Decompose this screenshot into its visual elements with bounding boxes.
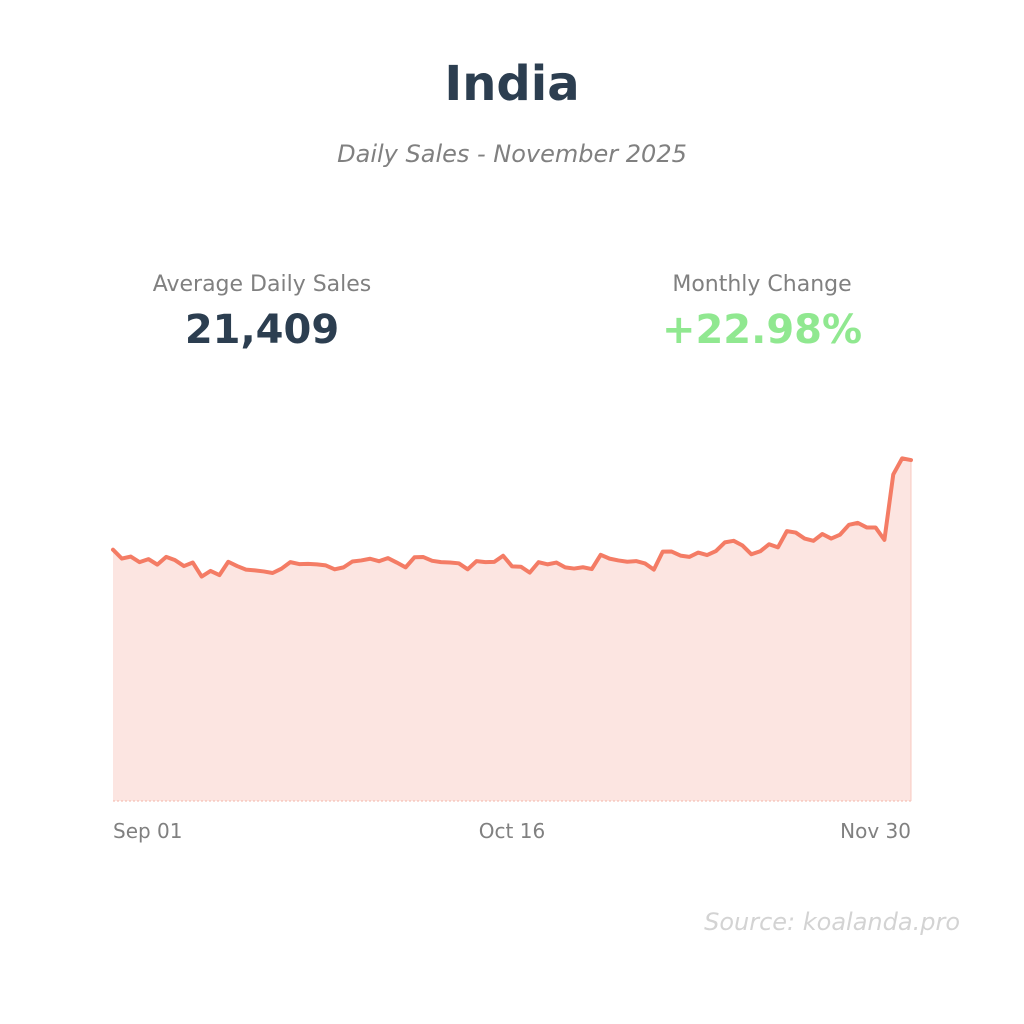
chart-title: India [444, 56, 580, 112]
average-daily-sales-stat: Average Daily Sales 21,409 [62, 272, 462, 353]
average-daily-sales-value: 21,409 [184, 307, 340, 353]
x-tick-label: Oct 16 [479, 819, 545, 843]
chart-plot-area [111, 456, 913, 802]
monthly-change-label: Monthly Change [672, 272, 852, 297]
monthly-change-value: +22.98% [661, 307, 863, 353]
average-daily-sales-label: Average Daily Sales [152, 272, 372, 297]
monthly-change-stat: Monthly Change +22.98% [562, 272, 962, 353]
source-credit: Source: koalanda.pro [704, 908, 960, 936]
x-tick-label: Nov 30 [840, 819, 911, 843]
x-tick-label: Sep 01 [113, 819, 183, 843]
sales-area-fill [113, 458, 911, 801]
x-axis: Sep 01 Oct 16 Nov 30 [113, 819, 911, 843]
sales-series-line [111, 456, 913, 579]
chart-subtitle: Daily Sales - November 2025 [337, 140, 687, 168]
